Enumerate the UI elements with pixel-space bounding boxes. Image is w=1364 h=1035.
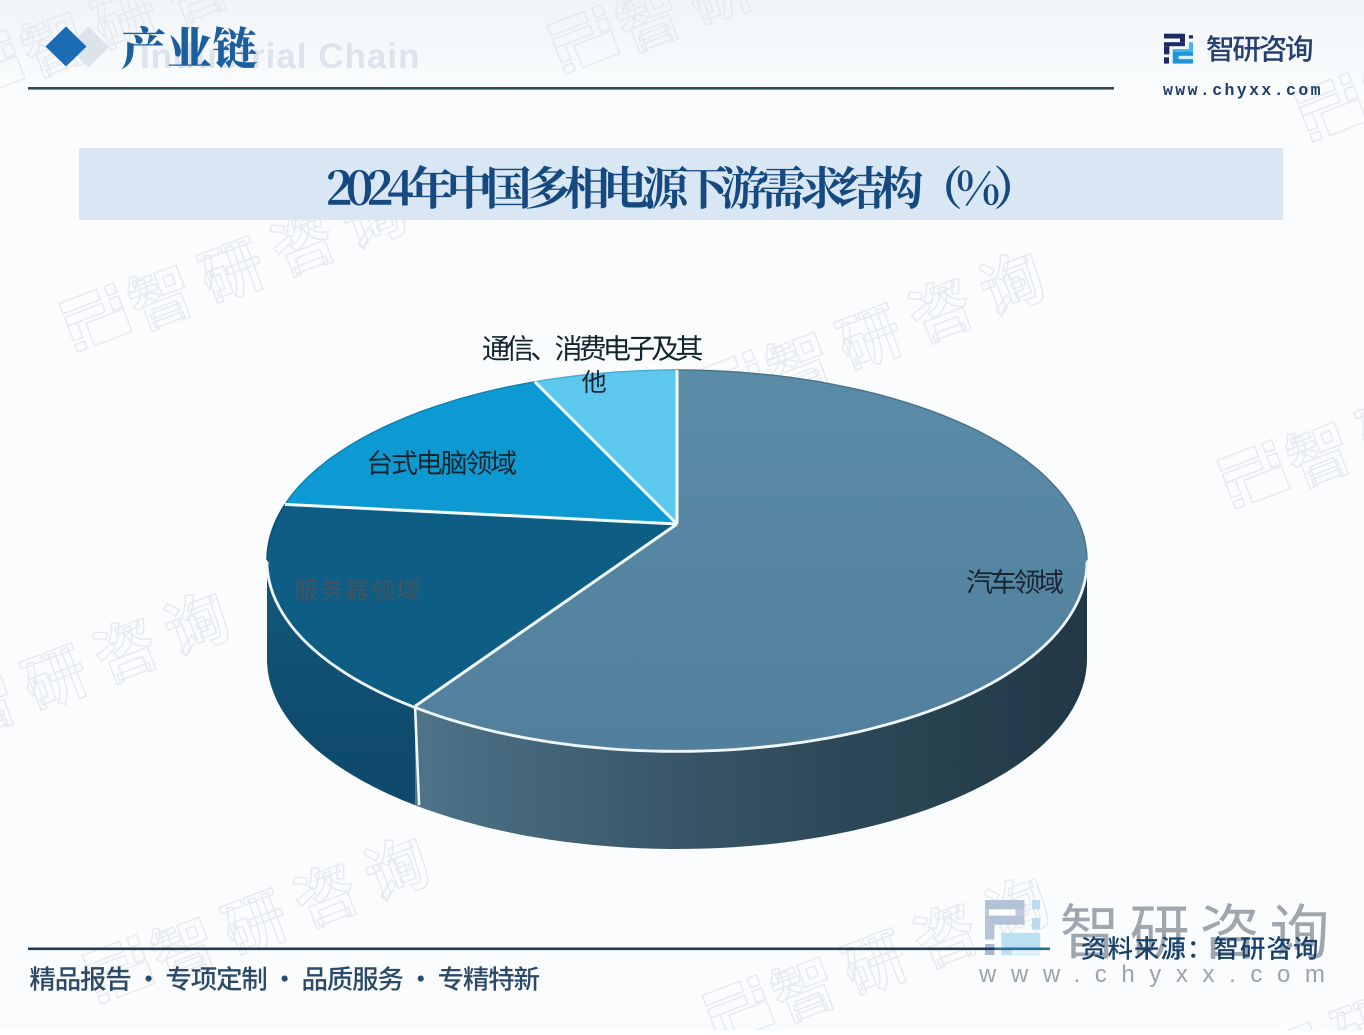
svg-text:www.chyxx.com: www.chyxx.com <box>1163 81 1323 100</box>
svg-text:www.chyxx.com: www.chyxx.com <box>978 961 1340 988</box>
